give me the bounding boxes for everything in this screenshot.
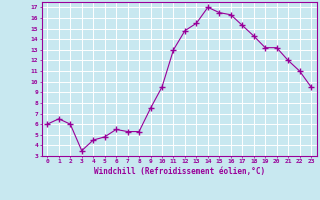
X-axis label: Windchill (Refroidissement éolien,°C): Windchill (Refroidissement éolien,°C) — [94, 167, 265, 176]
